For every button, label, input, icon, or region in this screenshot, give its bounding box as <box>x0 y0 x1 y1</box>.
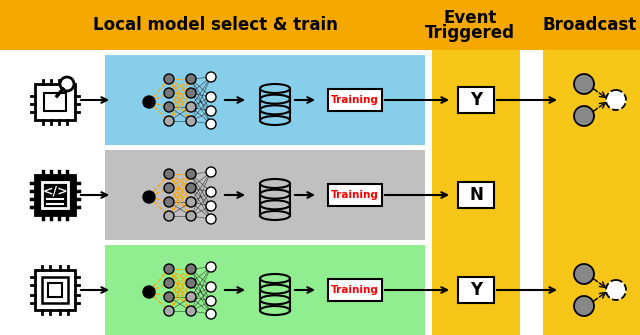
Circle shape <box>164 306 174 316</box>
Ellipse shape <box>260 285 290 294</box>
FancyBboxPatch shape <box>458 182 494 208</box>
Circle shape <box>574 74 594 94</box>
Text: Triggered: Triggered <box>425 24 515 42</box>
Ellipse shape <box>260 105 290 114</box>
Circle shape <box>206 187 216 197</box>
Circle shape <box>164 211 174 221</box>
FancyBboxPatch shape <box>105 245 425 335</box>
Circle shape <box>206 72 216 82</box>
Circle shape <box>164 74 174 84</box>
Ellipse shape <box>260 211 290 220</box>
Circle shape <box>186 169 196 179</box>
Ellipse shape <box>260 306 290 315</box>
FancyBboxPatch shape <box>48 283 62 297</box>
FancyBboxPatch shape <box>35 175 75 215</box>
FancyBboxPatch shape <box>44 93 66 111</box>
Circle shape <box>206 201 216 211</box>
Ellipse shape <box>260 179 290 188</box>
Ellipse shape <box>260 84 290 93</box>
Circle shape <box>186 306 196 316</box>
Circle shape <box>164 102 174 112</box>
Circle shape <box>574 296 594 316</box>
Ellipse shape <box>260 190 290 199</box>
FancyBboxPatch shape <box>260 184 290 215</box>
Circle shape <box>186 197 196 207</box>
FancyBboxPatch shape <box>42 182 68 208</box>
Circle shape <box>164 183 174 193</box>
Text: Training: Training <box>331 190 379 200</box>
FancyBboxPatch shape <box>458 87 494 113</box>
Text: N: N <box>469 186 483 204</box>
Circle shape <box>164 264 174 274</box>
FancyBboxPatch shape <box>105 55 425 145</box>
Circle shape <box>186 102 196 112</box>
Ellipse shape <box>260 295 290 304</box>
Circle shape <box>186 116 196 126</box>
FancyBboxPatch shape <box>260 88 290 121</box>
Text: Y: Y <box>470 91 482 109</box>
Circle shape <box>143 96 155 108</box>
Ellipse shape <box>260 274 290 283</box>
Circle shape <box>164 278 174 288</box>
Text: Training: Training <box>331 285 379 295</box>
Ellipse shape <box>260 116 290 125</box>
Circle shape <box>206 282 216 292</box>
FancyBboxPatch shape <box>328 184 382 206</box>
Circle shape <box>206 296 216 306</box>
FancyBboxPatch shape <box>328 89 382 111</box>
Circle shape <box>206 119 216 129</box>
Circle shape <box>164 116 174 126</box>
Circle shape <box>186 211 196 221</box>
Circle shape <box>186 278 196 288</box>
Circle shape <box>186 74 196 84</box>
Circle shape <box>206 262 216 272</box>
Circle shape <box>186 183 196 193</box>
Circle shape <box>206 214 216 224</box>
Circle shape <box>186 88 196 98</box>
Ellipse shape <box>260 95 290 104</box>
Ellipse shape <box>260 200 290 209</box>
Circle shape <box>164 169 174 179</box>
Circle shape <box>164 88 174 98</box>
Circle shape <box>574 264 594 284</box>
Text: Broadcast: Broadcast <box>543 16 637 34</box>
Circle shape <box>60 77 74 91</box>
FancyBboxPatch shape <box>260 278 290 311</box>
Text: Training: Training <box>331 95 379 105</box>
FancyBboxPatch shape <box>35 270 75 310</box>
Text: Y: Y <box>470 281 482 299</box>
FancyBboxPatch shape <box>458 277 494 303</box>
Text: Event: Event <box>444 9 497 27</box>
Circle shape <box>164 292 174 302</box>
Circle shape <box>186 292 196 302</box>
FancyBboxPatch shape <box>42 277 68 303</box>
Circle shape <box>606 280 626 300</box>
Circle shape <box>206 106 216 116</box>
Circle shape <box>206 309 216 319</box>
Circle shape <box>206 92 216 102</box>
Circle shape <box>143 286 155 298</box>
Text: </>: </> <box>42 185 68 198</box>
FancyBboxPatch shape <box>432 50 520 335</box>
Circle shape <box>206 167 216 177</box>
Circle shape <box>606 90 626 110</box>
Circle shape <box>186 264 196 274</box>
Circle shape <box>574 106 594 126</box>
FancyBboxPatch shape <box>0 0 640 50</box>
Circle shape <box>143 191 155 203</box>
FancyBboxPatch shape <box>328 279 382 301</box>
FancyBboxPatch shape <box>105 150 425 240</box>
FancyBboxPatch shape <box>543 50 640 335</box>
Text: Local model select & train: Local model select & train <box>93 16 337 34</box>
Circle shape <box>164 197 174 207</box>
FancyBboxPatch shape <box>35 84 75 120</box>
